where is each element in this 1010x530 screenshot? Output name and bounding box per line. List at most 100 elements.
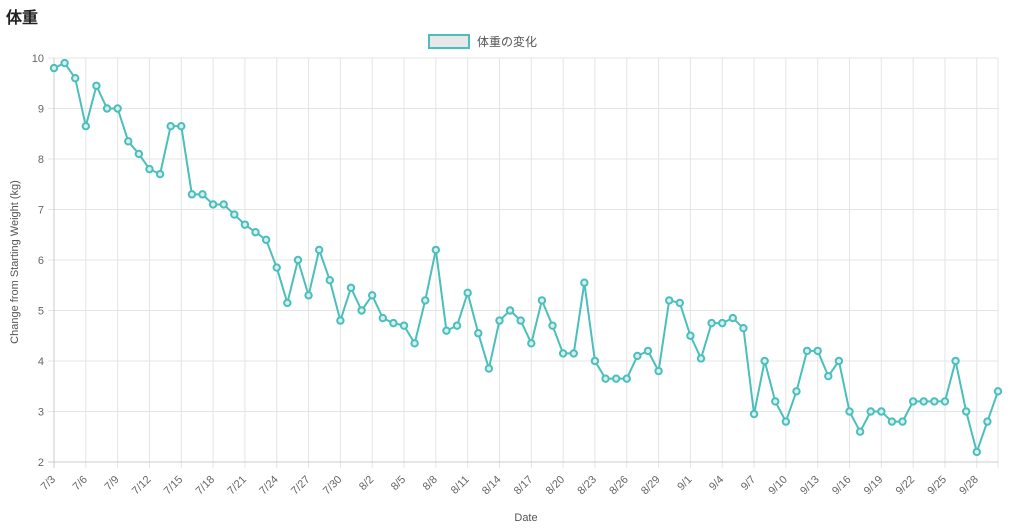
- data-point[interactable]: [537, 296, 547, 305]
- data-point[interactable]: [421, 296, 430, 305]
- data-point[interactable]: [463, 288, 472, 298]
- data-point[interactable]: [696, 354, 706, 363]
- y-tick-label: 4: [38, 356, 44, 368]
- data-point[interactable]: [113, 104, 122, 113]
- x-tick-label: 9/19: [862, 474, 886, 498]
- y-tick-label: 7: [38, 205, 44, 217]
- data-point[interactable]: [664, 296, 674, 305]
- data-point[interactable]: [940, 397, 950, 406]
- data-point[interactable]: [718, 318, 727, 328]
- data-point[interactable]: [442, 326, 451, 335]
- chart-legend[interactable]: 体重の変化: [428, 34, 537, 49]
- data-point[interactable]: [389, 318, 398, 328]
- x-tick-label: 7/21: [225, 474, 249, 498]
- data-point[interactable]: [71, 74, 80, 83]
- data-point[interactable]: [548, 321, 557, 330]
- data-point[interactable]: [622, 374, 631, 383]
- data-point[interactable]: [845, 407, 854, 416]
- data-point[interactable]: [134, 149, 144, 159]
- data-point[interactable]: [983, 417, 992, 426]
- data-point[interactable]: [739, 323, 748, 333]
- x-tick-label: 9/1: [675, 474, 694, 493]
- data-point[interactable]: [92, 81, 101, 90]
- data-point[interactable]: [675, 298, 684, 308]
- x-tick-label: 9/16: [830, 474, 854, 498]
- data-point[interactable]: [887, 417, 897, 426]
- data-point[interactable]: [728, 313, 738, 323]
- data-point[interactable]: [124, 137, 133, 146]
- data-point[interactable]: [325, 276, 334, 285]
- data-point[interactable]: [771, 397, 780, 406]
- data-point[interactable]: [314, 245, 324, 255]
- data-point[interactable]: [643, 346, 653, 356]
- data-point[interactable]: [60, 58, 69, 68]
- data-point[interactable]: [261, 235, 271, 245]
- data-point[interactable]: [527, 339, 536, 348]
- data-point[interactable]: [834, 356, 844, 366]
- data-point[interactable]: [251, 228, 260, 237]
- data-point[interactable]: [516, 316, 525, 325]
- data-point[interactable]: [919, 397, 928, 406]
- data-point[interactable]: [102, 104, 112, 113]
- data-point[interactable]: [431, 245, 441, 255]
- data-point[interactable]: [781, 417, 791, 426]
- data-point[interactable]: [601, 374, 610, 383]
- data-point[interactable]: [357, 306, 366, 315]
- data-point[interactable]: [951, 356, 960, 366]
- data-point[interactable]: [654, 366, 663, 376]
- data-point[interactable]: [240, 220, 250, 229]
- data-point[interactable]: [930, 397, 939, 406]
- data-point[interactable]: [283, 298, 292, 308]
- data-point[interactable]: [219, 200, 228, 209]
- data-point[interactable]: [336, 316, 345, 325]
- data-point[interactable]: [908, 397, 918, 406]
- data-point[interactable]: [792, 387, 801, 396]
- data-point[interactable]: [399, 321, 409, 330]
- data-point[interactable]: [993, 387, 1003, 396]
- data-point[interactable]: [81, 121, 91, 131]
- data-point[interactable]: [368, 291, 377, 300]
- data-point[interactable]: [569, 349, 578, 358]
- data-point[interactable]: [452, 321, 462, 330]
- data-point[interactable]: [813, 346, 822, 356]
- data-point[interactable]: [410, 339, 419, 348]
- data-point[interactable]: [707, 318, 716, 328]
- data-point[interactable]: [208, 200, 218, 209]
- data-point[interactable]: [590, 356, 600, 366]
- data-point[interactable]: [558, 349, 568, 358]
- data-point[interactable]: [633, 351, 642, 361]
- data-point[interactable]: [961, 407, 971, 416]
- data-point[interactable]: [484, 364, 494, 373]
- data-point[interactable]: [749, 409, 759, 419]
- data-point[interactable]: [155, 169, 165, 179]
- legend-label[interactable]: 体重の変化: [477, 34, 537, 49]
- data-point[interactable]: [855, 427, 865, 436]
- data-point[interactable]: [346, 283, 356, 292]
- data-point[interactable]: [877, 407, 886, 416]
- data-point[interactable]: [972, 447, 981, 457]
- data-point[interactable]: [166, 121, 175, 131]
- data-point[interactable]: [198, 190, 207, 199]
- data-point[interactable]: [824, 371, 833, 381]
- data-point[interactable]: [495, 316, 504, 325]
- data-point[interactable]: [505, 306, 515, 315]
- data-point[interactable]: [187, 190, 197, 199]
- data-point[interactable]: [760, 356, 769, 366]
- data-point[interactable]: [177, 121, 186, 131]
- data-point[interactable]: [611, 374, 621, 383]
- data-point[interactable]: [230, 210, 239, 219]
- data-point[interactable]: [580, 278, 589, 287]
- data-point[interactable]: [802, 346, 812, 356]
- data-point[interactable]: [474, 329, 483, 338]
- data-point[interactable]: [686, 331, 695, 340]
- data-point[interactable]: [49, 63, 59, 73]
- legend-swatch[interactable]: [428, 34, 470, 49]
- data-point[interactable]: [378, 313, 388, 323]
- data-point[interactable]: [145, 164, 154, 174]
- data-point[interactable]: [898, 417, 907, 426]
- data-point[interactable]: [293, 255, 303, 265]
- data-point[interactable]: [272, 263, 281, 272]
- chart-axes: 2 3 4 5 6 7 8 9 10 7/3 7/6 7/9 7/12 7/15 7/18 7/21 7/24 7…: [32, 53, 998, 497]
- data-point[interactable]: [304, 291, 313, 300]
- data-point[interactable]: [866, 407, 875, 416]
